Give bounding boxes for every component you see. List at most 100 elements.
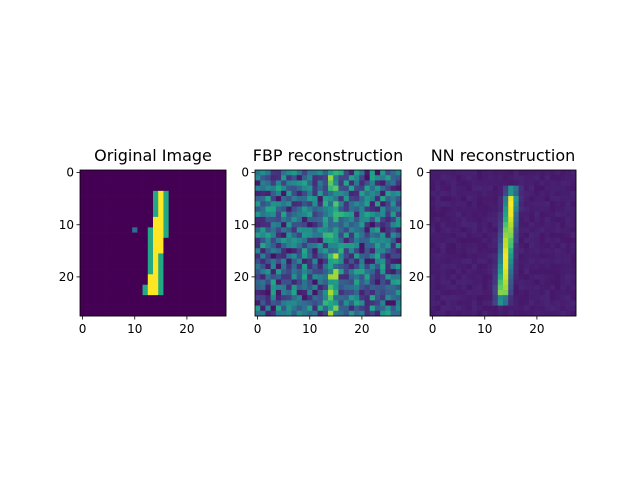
- heatmap-cell: [85, 289, 91, 296]
- heatmap-cell: [354, 253, 360, 259]
- heatmap-cell: [395, 253, 402, 259]
- heatmap-cell: [354, 216, 360, 223]
- heatmap-cell: [296, 269, 303, 275]
- heatmap-cell: [147, 253, 154, 259]
- heatmap-cell: [374, 170, 381, 176]
- heatmap-cell: [430, 263, 436, 270]
- heatmap-cell: [539, 269, 546, 275]
- heatmap-cell: [312, 284, 318, 291]
- heatmap-cell: [286, 263, 292, 270]
- heatmap-cell: [307, 170, 313, 176]
- heatmap-cell: [80, 206, 86, 213]
- heatmap-cell: [173, 253, 180, 259]
- heatmap-cell: [189, 295, 196, 301]
- heatmap-cell: [286, 248, 292, 254]
- heatmap-cell: [570, 201, 577, 207]
- heatmap-cell: [307, 211, 313, 218]
- heatmap-cell: [565, 243, 572, 249]
- heatmap-cell: [111, 295, 117, 301]
- heatmap-cell: [80, 300, 86, 306]
- heatmap-cell: [189, 300, 196, 306]
- heatmap-cell: [456, 206, 462, 213]
- heatmap-cell: [184, 248, 190, 254]
- heatmap-cell: [513, 263, 519, 270]
- heatmap-cell: [281, 305, 287, 312]
- heatmap-cell: [380, 289, 386, 296]
- heatmap-cell: [275, 310, 282, 317]
- heatmap-cell: [549, 170, 556, 176]
- heatmap-cell: [220, 190, 227, 197]
- heatmap-cell: [291, 279, 298, 286]
- heatmap-cell: [189, 185, 196, 192]
- heatmap-cell: [312, 305, 318, 312]
- heatmap-cell: [390, 206, 397, 213]
- heatmap-cell: [503, 295, 509, 301]
- heatmap-cell: [163, 175, 169, 181]
- heatmap-cell: [471, 222, 478, 228]
- heatmap-cell: [529, 206, 535, 213]
- heatmap-cell: [359, 243, 365, 249]
- heatmap-cell: [445, 284, 452, 291]
- heatmap-cell: [534, 310, 540, 317]
- heatmap-cell: [265, 279, 271, 286]
- heatmap-cell: [348, 295, 355, 301]
- heatmap-cell: [570, 222, 577, 228]
- heatmap-cell: [560, 216, 566, 223]
- heatmap-cell: [100, 190, 107, 197]
- heatmap-cell: [275, 253, 282, 259]
- heatmap-cell: [508, 274, 514, 280]
- heatmap-cell: [385, 175, 391, 181]
- heatmap-cell: [194, 279, 201, 286]
- heatmap-cell: [301, 310, 308, 317]
- heatmap-cell: [492, 274, 499, 280]
- heatmap-cell: [343, 232, 350, 239]
- heatmap-cell: [348, 274, 355, 280]
- heatmap-cell: [549, 196, 556, 202]
- heatmap-cell: [487, 227, 493, 233]
- heatmap-cell: [80, 248, 86, 254]
- heatmap-cell: [291, 170, 298, 176]
- heatmap-cell: [106, 258, 112, 265]
- heatmap-cell: [291, 206, 298, 213]
- heatmap-cell: [116, 227, 123, 233]
- heatmap-cell: [476, 232, 483, 239]
- heatmap-cell: [482, 170, 488, 176]
- heatmap-cell: [445, 263, 452, 270]
- heatmap-cell: [286, 216, 292, 223]
- heatmap-cell: [338, 206, 344, 213]
- heatmap-cell: [513, 248, 519, 254]
- heatmap-cell: [132, 258, 138, 265]
- heatmap-cell: [291, 300, 298, 306]
- heatmap-cell: [482, 289, 488, 296]
- heatmap-cell: [471, 227, 478, 233]
- heatmap-cell: [476, 295, 483, 301]
- heatmap-cell: [369, 227, 376, 233]
- heatmap-cell: [435, 232, 441, 239]
- heatmap-cell: [513, 269, 519, 275]
- heatmap-cell: [354, 185, 360, 192]
- heatmap-cell: [270, 243, 277, 249]
- heatmap-cell: [168, 258, 175, 265]
- heatmap-cell: [497, 284, 504, 291]
- heatmap-cell: [445, 170, 452, 176]
- heatmap-cell: [106, 279, 112, 286]
- heatmap-cell: [539, 310, 546, 317]
- heatmap-cell: [476, 253, 483, 259]
- heatmap-cell: [328, 243, 334, 249]
- heatmap-cell: [168, 211, 175, 218]
- heatmap-cell: [307, 258, 313, 265]
- heatmap-cell: [106, 190, 112, 197]
- heatmap-cell: [121, 206, 128, 213]
- heatmap-cell: [450, 258, 457, 265]
- heatmap-cell: [142, 175, 149, 181]
- heatmap-cell: [215, 180, 222, 186]
- heatmap-cell: [529, 185, 535, 192]
- heatmap-cell: [333, 258, 339, 265]
- heatmap-cell: [220, 216, 227, 223]
- heatmap-cell: [395, 300, 402, 306]
- heatmap-cell: [338, 222, 344, 228]
- heatmap-cell: [80, 232, 86, 239]
- heatmap-cell: [492, 243, 499, 249]
- heatmap-cell: [333, 196, 339, 202]
- heatmap-cell: [513, 289, 519, 296]
